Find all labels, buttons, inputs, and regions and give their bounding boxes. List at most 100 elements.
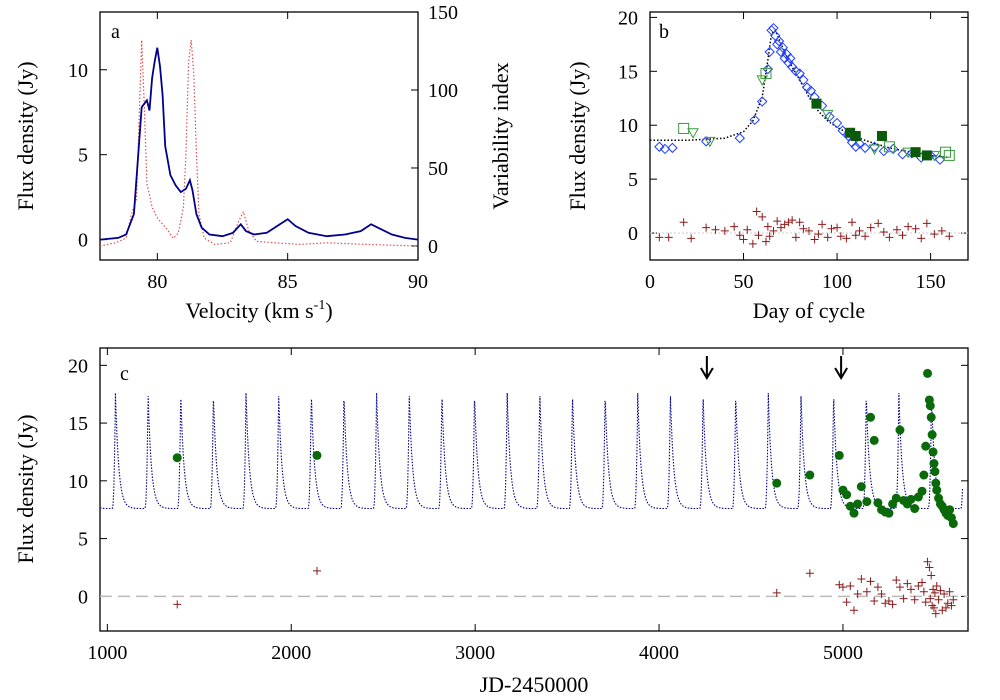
y-tick-label: 10	[618, 115, 638, 137]
x-tick-label: 4000	[639, 642, 679, 664]
y-tick-label: 15	[68, 413, 88, 435]
residual-cross	[921, 598, 930, 607]
model-curve	[650, 29, 950, 159]
residual-cross	[818, 220, 827, 229]
arrow-marker-head	[700, 367, 714, 380]
residual-cross	[754, 231, 763, 240]
residual-cross	[655, 233, 664, 242]
flux-point	[948, 519, 958, 529]
panel-b-yticks: 0 5 10 15 20	[618, 7, 968, 245]
flux-point	[919, 470, 929, 480]
flux-point	[873, 498, 883, 508]
residual-cross	[810, 235, 819, 244]
residual-cross	[923, 557, 932, 566]
residual-cross	[739, 235, 748, 244]
residual-cross	[838, 583, 847, 592]
residual-cross	[313, 566, 321, 575]
flux-point	[845, 501, 855, 511]
diamond-point	[859, 142, 871, 154]
residual-cross	[664, 233, 673, 242]
diamond-point	[831, 117, 843, 129]
panel-b-xticks: 0 50 100 150	[645, 12, 946, 293]
residual-cross	[926, 594, 935, 603]
flux-point	[932, 485, 942, 495]
flux-point	[928, 447, 938, 457]
panel-a: a 80 85 90 0 5 10 0 50 100 150 Velocity (km s-1…	[13, 2, 513, 323]
diamond-point	[764, 46, 775, 58]
residual-cross	[773, 217, 782, 226]
residual-cross	[934, 595, 943, 604]
panel-c-yticks: 0 5 10 15 20	[68, 355, 968, 608]
y-tick-label: 15	[618, 61, 638, 83]
x-tick-label: 5000	[823, 642, 863, 664]
panel-a-y2ticks: 0 50 100 150	[411, 2, 458, 258]
residual-cross	[919, 587, 928, 596]
flux-point	[925, 401, 935, 411]
residual-cross	[711, 225, 720, 234]
diamond-point	[887, 143, 899, 155]
open-square-point	[883, 141, 895, 153]
y2-tick-label: 150	[428, 2, 458, 24]
residual-cross	[795, 218, 804, 227]
flux-point	[895, 425, 905, 435]
residual-cross	[851, 231, 860, 240]
flux-point	[805, 470, 815, 480]
open-square-point	[943, 149, 955, 161]
residual-cross	[799, 224, 808, 233]
flux-point	[862, 497, 872, 507]
flux-point	[926, 412, 936, 422]
residual-cross	[892, 225, 901, 234]
residual-cross	[805, 569, 814, 578]
flux-point	[945, 505, 955, 515]
residual-cross	[895, 583, 904, 592]
flux-point	[866, 412, 876, 422]
diamond-point	[762, 63, 774, 75]
residual-cross	[791, 233, 800, 242]
y-tick-label: 5	[78, 529, 88, 551]
filled-square-point	[910, 147, 921, 158]
residual-cross	[758, 212, 767, 221]
residual-cross	[776, 223, 785, 232]
diamond-point	[794, 68, 805, 79]
residual-cross	[814, 230, 823, 239]
residual-cross	[827, 224, 836, 233]
diamond-point	[734, 132, 745, 144]
residual-cross	[866, 223, 875, 232]
residual-cross	[879, 227, 888, 236]
diamond-point	[934, 154, 946, 165]
y-tick-label: 10	[68, 471, 88, 493]
y-tick-label: 5	[78, 145, 88, 167]
panel-c-series	[99, 356, 968, 618]
residual-cross	[892, 576, 901, 585]
flux-point	[929, 459, 939, 469]
flux-point	[931, 478, 941, 488]
residual-cross	[687, 234, 696, 243]
filled-square-point	[876, 131, 887, 141]
residual-cross	[862, 587, 871, 596]
diamond-point	[773, 35, 785, 47]
flux-point	[930, 467, 940, 477]
residual-cross	[941, 603, 950, 612]
y-tick-label: 0	[78, 230, 88, 252]
variability-index-line	[99, 40, 419, 247]
x-tick-label: 80	[147, 271, 167, 293]
flux-point	[312, 450, 322, 460]
y2-tick-label: 50	[428, 158, 448, 180]
panel-c-xlabel: JD-2450000	[480, 672, 589, 697]
flux-point	[834, 450, 844, 460]
residual-cross	[702, 223, 711, 232]
x-tick-label: 85	[278, 271, 298, 293]
triangle-point	[756, 75, 769, 86]
residual-cross	[947, 601, 956, 610]
panel-a-y2label: Variability index	[488, 62, 513, 209]
residual-cross	[870, 596, 879, 605]
x-tick-label: 3000	[455, 642, 495, 664]
residual-cross	[925, 563, 934, 572]
residual-cross	[735, 231, 744, 240]
diamond-point	[850, 141, 861, 152]
panel-b-ylabel: Flux density (Jy)	[565, 61, 590, 210]
diamond-point	[878, 145, 890, 157]
panel-a-frame	[99, 11, 419, 261]
residual-cross	[769, 226, 778, 235]
residual-cross	[752, 207, 761, 216]
